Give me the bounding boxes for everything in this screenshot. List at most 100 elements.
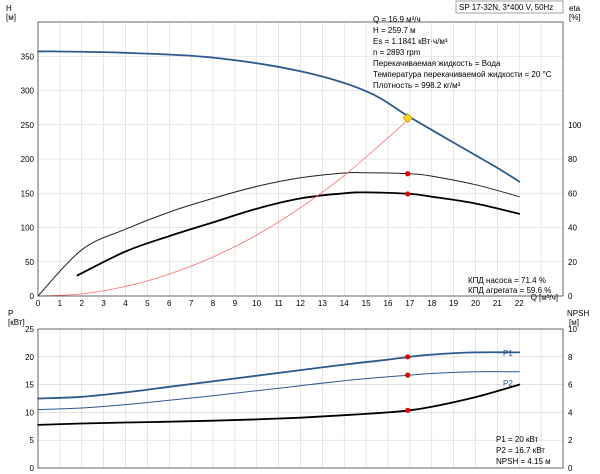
top-right-axis-label: eta [569, 4, 581, 13]
bottom-duty-point-marker [405, 372, 411, 378]
top-x-tick-label: 10 [252, 299, 261, 308]
top-left-tick-label: 50 [25, 258, 34, 267]
top-x-tick-label: 3 [101, 299, 106, 308]
top-left-tick-label: 300 [21, 87, 35, 96]
top-series-eta-unit [76, 191, 521, 277]
bottom-series-p2 [37, 371, 520, 411]
top-x-tick-label: 16 [384, 299, 393, 308]
info-pump-efficiency: КПД насоса = 71.4 % [468, 276, 546, 285]
bottom-left-tick-label: 10 [25, 408, 34, 417]
series-label-p2: P2 [503, 379, 513, 388]
bottom-left-tick-label: 0 [30, 464, 35, 473]
info-p1: P1 = 20 кВт [496, 435, 539, 444]
bottom-right-axis-label: NPSH [567, 309, 589, 318]
top-series-h [37, 50, 521, 183]
bottom-series [37, 351, 521, 426]
operating-point-marker [402, 113, 413, 124]
top-x-axis-unit: [м³/ч] [539, 293, 558, 302]
bottom-series-p1 [37, 351, 521, 400]
top-left-tick-label: 350 [21, 52, 35, 61]
top-x-tick-label: 17 [405, 299, 414, 308]
title-box [455, 0, 564, 14]
top-x-tick-label: 20 [471, 299, 480, 308]
top-x-tick-label: 4 [123, 299, 128, 308]
top-duty-points [402, 113, 413, 197]
duty-point-info: Q = 16.9 м³/ч H = 259.7 м Es = 1.1841 кВ… [373, 15, 552, 90]
top-right-tick-label: 80 [568, 155, 577, 164]
top-left-tick-label: 200 [21, 155, 35, 164]
top-x-tick-label: 5 [145, 299, 150, 308]
info-flow: Q = 16.9 м³/ч [373, 15, 421, 24]
bottom-left-tick-label: 15 [25, 381, 34, 390]
top-plot-frame [37, 21, 564, 297]
bottom-right-axis-unit: [м] [569, 318, 579, 327]
top-x-axis-label: Q [531, 293, 537, 302]
top-x-tick-label: 11 [274, 299, 283, 308]
bottom-duty-points [405, 354, 411, 413]
top-series [37, 50, 521, 297]
bottom-series-npsh [37, 383, 521, 426]
series-label-p1: P1 [503, 349, 513, 358]
top-x-tick-label: 14 [340, 299, 349, 308]
info-head: H = 259.7 м [373, 26, 416, 35]
bottom-left-tick-label: 5 [30, 436, 35, 445]
bottom-duty-point-marker [405, 407, 411, 413]
top-x-tick-label: 8 [211, 299, 216, 308]
info-density: Плотность = 998.2 кг/м³ [373, 81, 461, 90]
top-left-tick-label: 100 [21, 224, 35, 233]
top-series-system-curve [37, 117, 411, 297]
bottom-tick-labels: 0 5 10 15 20 25 0 2 4 6 8 10 [25, 325, 577, 473]
bottom-left-tick-label: 25 [25, 325, 34, 334]
info-specific-energy: Es = 1.1841 кВт·ч/м³ [373, 37, 448, 46]
top-x-tick-label: 2 [80, 299, 85, 308]
top-right-axis-unit: [%] [569, 13, 581, 22]
top-x-tick-label: 7 [189, 299, 194, 308]
top-x-tick-label: 6 [167, 299, 172, 308]
top-right-tick-label: 60 [568, 189, 577, 198]
bottom-left-axis-unit: [кВт] [8, 318, 25, 327]
top-x-tick-label: 15 [362, 299, 371, 308]
chart-title: SP 17-32N, 3*400 V, 50Hz [459, 3, 553, 12]
top-left-axis-label: H [6, 4, 12, 13]
top-x-tick-label: 1 [58, 299, 63, 308]
top-left-tick-label: 250 [21, 121, 35, 130]
top-right-tick-label: 100 [568, 121, 582, 130]
top-x-tick-label: 9 [233, 299, 238, 308]
top-duty-point-marker [405, 191, 411, 197]
bottom-right-tick-label: 4 [568, 408, 573, 417]
bottom-left-axis-label: P [8, 309, 13, 318]
bottom-left-tick-label: 20 [25, 353, 34, 362]
top-right-tick-label: 40 [568, 224, 577, 233]
top-x-tick-label: 19 [449, 299, 458, 308]
bottom-right-tick-label: 8 [568, 353, 573, 362]
bottom-right-tick-label: 6 [568, 381, 573, 390]
efficiency-info: КПД насоса = 71.4 % КПД агрегата = 59.6 … [468, 276, 551, 295]
top-right-tick-label: 0 [568, 292, 573, 301]
top-x-tick-label: 21 [493, 299, 502, 308]
bottom-right-tick-label: 10 [568, 325, 577, 334]
top-duty-point-marker [405, 171, 411, 177]
top-x-tick-label: 0 [36, 299, 41, 308]
top-left-tick-label: 0 [30, 292, 35, 301]
info-npsh: NPSH = 4.15 м [496, 457, 551, 466]
info-liquid: Перекачиваемая жидкость = Вода [373, 59, 501, 68]
top-x-tick-label: 13 [318, 299, 327, 308]
bottom-plot-frame [37, 328, 564, 469]
top-series-eta-pump [37, 172, 520, 297]
info-speed: n = 2893 rpm [373, 48, 421, 57]
info-p2: P2 = 16.7 кВт [496, 446, 545, 455]
top-x-tick-label: 12 [296, 299, 305, 308]
top-x-tick-label: 18 [427, 299, 436, 308]
top-x-tick-label: 22 [515, 299, 524, 308]
info-unit-efficiency: КПД агрегата = 59.6 % [468, 286, 551, 295]
bottom-right-tick-label: 2 [568, 436, 573, 445]
top-left-axis-unit: [м] [6, 13, 16, 22]
bottom-duty-point-marker [405, 354, 411, 360]
power-info: P1 = 20 кВт P2 = 16.7 кВт NPSH = 4.15 м [496, 435, 551, 466]
info-liquid-temperature: Температура перекачиваемой жидкости = 20… [373, 70, 552, 79]
bottom-right-tick-label: 0 [568, 464, 573, 473]
top-right-tick-label: 20 [568, 258, 577, 267]
top-left-tick-label: 150 [21, 189, 35, 198]
